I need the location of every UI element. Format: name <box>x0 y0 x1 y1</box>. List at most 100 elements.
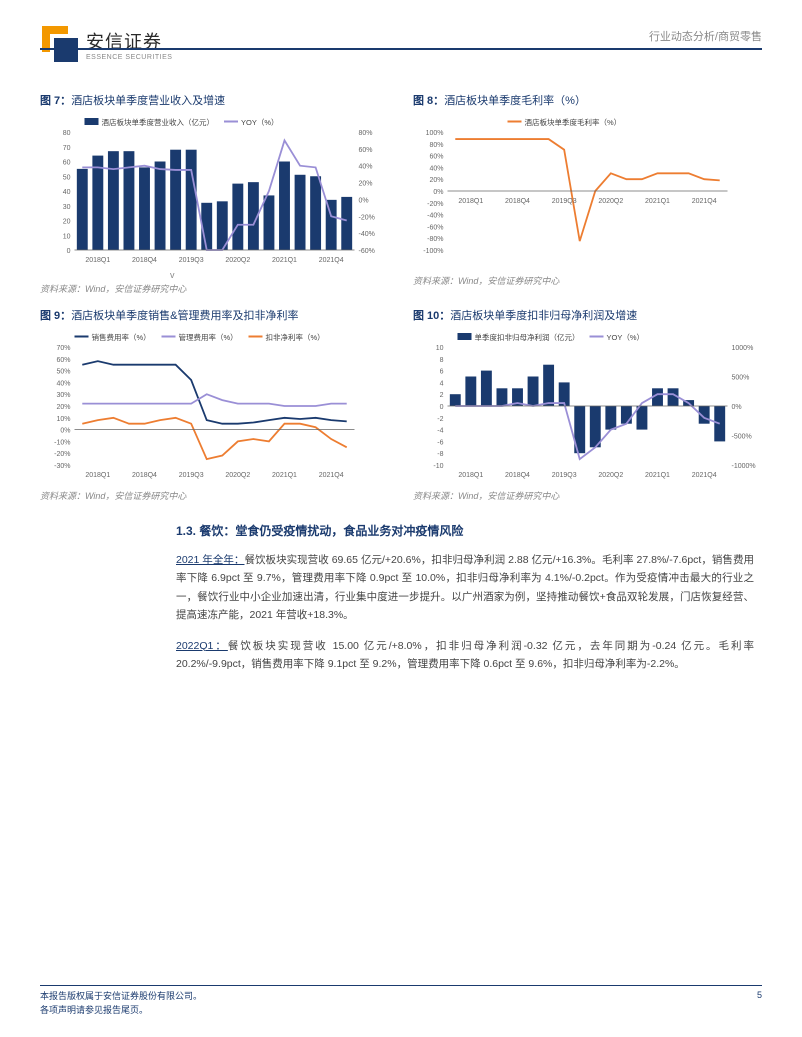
svg-text:10%: 10% <box>56 416 70 423</box>
svg-text:4: 4 <box>440 380 444 387</box>
svg-text:2020Q2: 2020Q2 <box>598 472 623 479</box>
svg-text:20%: 20% <box>56 404 70 411</box>
chart-9-caption: 资料来源：Wind，安信证券研究中心 <box>40 489 389 502</box>
svg-text:50: 50 <box>63 174 71 181</box>
svg-text:80%: 80% <box>359 130 373 137</box>
svg-text:60%: 60% <box>429 154 443 161</box>
svg-text:-30%: -30% <box>54 463 70 470</box>
svg-text:-40%: -40% <box>359 231 375 238</box>
chart-7-title: 图 7：酒店板块单季度营业收入及增速 <box>40 92 389 108</box>
header-breadcrumb: 行业动态分析/商贸零售 <box>649 28 762 44</box>
svg-text:20%: 20% <box>359 181 373 188</box>
svg-text:2020Q2: 2020Q2 <box>225 257 250 264</box>
svg-text:2018Q4: 2018Q4 <box>132 257 157 264</box>
svg-text:酒店板块单季度毛利率（%）: 酒店板块单季度毛利率（%） <box>525 117 622 127</box>
svg-text:-40%: -40% <box>427 213 443 220</box>
page-footer: 本报告版权属于安信证券股份有限公司。 各项声明请参见报告尾页。 5 <box>40 985 762 1017</box>
svg-text:-10%: -10% <box>54 439 70 446</box>
svg-text:40: 40 <box>63 189 71 196</box>
logo-icon <box>40 24 80 64</box>
chart-8-caption: 资料来源：Wind，安信证券研究中心 <box>413 274 762 287</box>
svg-text:2018Q4: 2018Q4 <box>132 472 157 479</box>
svg-text:-10: -10 <box>433 463 443 470</box>
svg-text:2021Q1: 2021Q1 <box>645 198 670 205</box>
brand-logo: 安信证券 ESSENCE SECURITIES <box>40 24 172 64</box>
svg-text:-1000%: -1000% <box>732 463 756 470</box>
svg-text:20%: 20% <box>429 177 443 184</box>
svg-text:60%: 60% <box>56 357 70 364</box>
footer-divider <box>40 985 762 986</box>
chart-9-title: 图 9：酒店板块单季度销售&管理费用率及扣非净利率 <box>40 307 389 323</box>
svg-text:YOY（%）: YOY（%） <box>241 118 279 127</box>
section-para-1: 2021 年全年：餐饮板块实现营收 69.65 亿元/+20.6%，扣非归母净利… <box>176 551 754 625</box>
svg-text:2021Q1: 2021Q1 <box>645 472 670 479</box>
chart-8: 图 8：酒店板块单季度毛利率（%） 酒店板块单季度毛利率（%） -100% -80… <box>413 92 762 295</box>
svg-text:-500%: -500% <box>732 434 752 441</box>
svg-text:2018Q1: 2018Q1 <box>85 472 110 479</box>
svg-text:2020Q2: 2020Q2 <box>225 472 250 479</box>
svg-text:2021Q4: 2021Q4 <box>319 472 344 479</box>
svg-text:-8: -8 <box>437 451 443 458</box>
svg-text:2018Q1: 2018Q1 <box>458 472 483 479</box>
svg-text:-60%: -60% <box>427 224 443 231</box>
svg-text:酒店板块单季度营业收入（亿元）: 酒店板块单季度营业收入（亿元） <box>102 117 215 127</box>
svg-text:2018Q4: 2018Q4 <box>505 472 530 479</box>
chart-10-caption: 资料来源：Wind，安信证券研究中心 <box>413 489 762 502</box>
svg-text:30: 30 <box>63 204 71 211</box>
svg-text:0%: 0% <box>433 189 443 196</box>
svg-text:单季度扣非归母净利润（亿元）: 单季度扣非归母净利润（亿元） <box>475 332 580 342</box>
svg-text:10: 10 <box>63 233 71 240</box>
svg-text:2019Q3: 2019Q3 <box>552 472 577 479</box>
svg-text:2021Q4: 2021Q4 <box>319 257 344 264</box>
svg-text:60: 60 <box>63 160 71 167</box>
charts-region: 图 7：酒店板块单季度营业收入及增速 酒店板块单季度营业收入（亿元） YOY（%）… <box>40 92 762 502</box>
svg-text:10: 10 <box>436 345 444 352</box>
svg-text:-20%: -20% <box>54 451 70 458</box>
svg-text:2: 2 <box>440 392 444 399</box>
svg-text:500%: 500% <box>732 375 750 382</box>
svg-text:2021Q4: 2021Q4 <box>692 472 717 479</box>
svg-text:0%: 0% <box>359 197 369 204</box>
svg-text:2018Q4: 2018Q4 <box>505 198 530 205</box>
svg-text:40%: 40% <box>429 165 443 172</box>
svg-text:20: 20 <box>63 219 71 226</box>
chart-10-title: 图 10：酒店板块单季度扣非归母净利润及增速 <box>413 307 762 323</box>
header-divider <box>40 48 762 50</box>
logo-name-en: ESSENCE SECURITIES <box>86 54 172 61</box>
svg-text:扣非净利率（%）: 扣非净利率（%） <box>266 332 325 342</box>
svg-text:YOY（%）: YOY（%） <box>607 333 645 342</box>
footer-copyright: 本报告版权属于安信证券股份有限公司。 <box>40 990 202 1004</box>
svg-text:0: 0 <box>67 248 71 255</box>
chart-7-caption: 资料来源：Wind，安信证券研究中心 <box>40 282 389 295</box>
svg-text:2019Q3: 2019Q3 <box>179 257 204 264</box>
section-1-3-heading: 1.3. 餐饮：堂食仍受疫情扰动，食品业务对冲疫情风险 <box>176 522 762 539</box>
svg-text:-80%: -80% <box>427 236 443 243</box>
svg-text:0%: 0% <box>60 428 70 435</box>
svg-text:0%: 0% <box>732 404 742 411</box>
chart-9-svg: 销售费用率（%）管理费用率（%）扣非净利率（%） -30%-20%-10%0%1… <box>40 327 389 487</box>
svg-text:2019Q3: 2019Q3 <box>179 472 204 479</box>
chart-9: 图 9：酒店板块单季度销售&管理费用率及扣非净利率 销售费用率（%）管理费用率（… <box>40 307 389 502</box>
chart-8-title: 图 8：酒店板块单季度毛利率（%） <box>413 92 762 108</box>
svg-text:100%: 100% <box>426 130 444 137</box>
page-header: 安信证券 ESSENCE SECURITIES 行业动态分析/商贸零售 <box>40 24 762 64</box>
svg-text:6: 6 <box>440 369 444 376</box>
section-para-2: 2022Q1：餐饮板块实现营收 15.00 亿元/+8.0%，扣非归母净利润-0… <box>176 637 754 674</box>
svg-text:-20%: -20% <box>427 201 443 208</box>
svg-text:8: 8 <box>440 357 444 364</box>
svg-text:-4: -4 <box>437 428 443 435</box>
svg-text:-60%: -60% <box>359 248 375 255</box>
svg-text:2020Q2: 2020Q2 <box>598 198 623 205</box>
svg-text:2018Q1: 2018Q1 <box>458 198 483 205</box>
svg-text:-6: -6 <box>437 439 443 446</box>
svg-text:80: 80 <box>63 130 71 137</box>
svg-text:50%: 50% <box>56 369 70 376</box>
chart-7: 图 7：酒店板块单季度营业收入及增速 酒店板块单季度营业收入（亿元） YOY（%）… <box>40 92 389 295</box>
svg-text:-100%: -100% <box>423 248 443 255</box>
svg-text:1000%: 1000% <box>732 345 754 352</box>
svg-text:管理费用率（%）: 管理费用率（%） <box>179 332 238 342</box>
footer-disclaimer: 各项声明请参见报告尾页。 <box>40 1004 202 1018</box>
svg-text:-2: -2 <box>437 416 443 423</box>
svg-text:40%: 40% <box>56 380 70 387</box>
svg-text:30%: 30% <box>56 392 70 399</box>
